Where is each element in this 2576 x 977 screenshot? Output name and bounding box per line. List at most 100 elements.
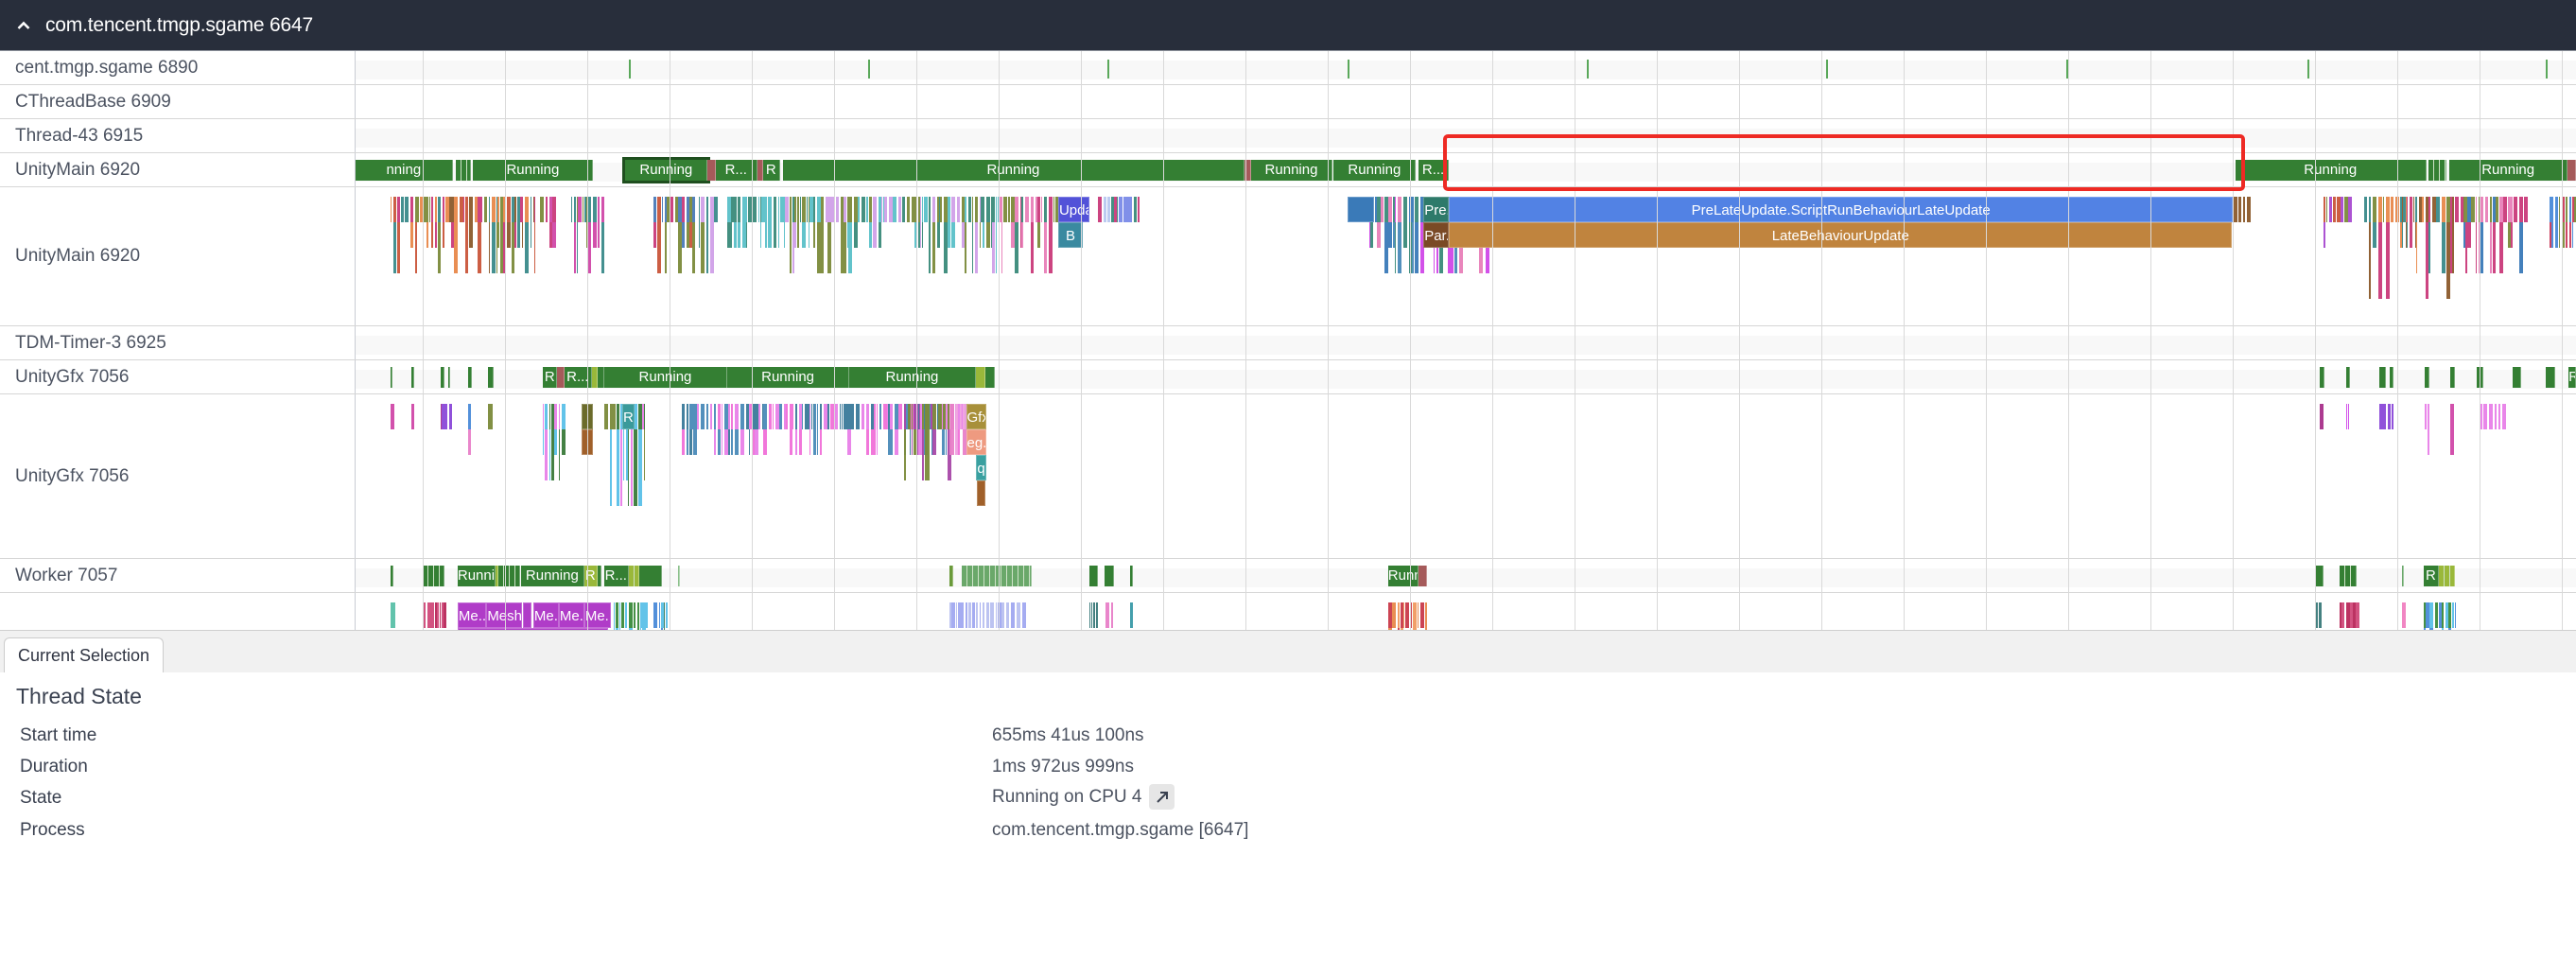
slice-sliver[interactable] [693,404,698,455]
slice-sliver[interactable] [491,197,496,273]
slice-sliver[interactable] [958,602,962,628]
slice-sliver[interactable] [448,404,452,429]
slice-sliver[interactable] [724,404,729,455]
thread-state-slice[interactable] [628,566,640,586]
slice-sliver[interactable] [1411,197,1414,273]
slice-sliver[interactable] [2562,197,2566,248]
thread-state-tick[interactable] [1107,60,1110,79]
slice-sliver[interactable] [2455,197,2460,222]
trace-slice[interactable]: Me... [558,602,584,628]
slice-sliver[interactable] [2484,197,2488,222]
slice-sliver[interactable] [687,404,689,455]
thread-state-slice[interactable]: Running [520,566,584,586]
slice-sliver[interactable] [922,404,925,480]
slice-sliver[interactable] [890,404,894,455]
slice-sliver[interactable] [939,197,941,248]
slice-sliver[interactable] [1093,602,1095,628]
slice-sliver[interactable] [551,197,556,248]
slice-sliver[interactable] [643,404,645,480]
slice-sliver[interactable] [442,602,444,628]
slice-sliver[interactable] [841,197,844,273]
thread-state-slice[interactable] [1244,160,1252,181]
slice-sliver[interactable] [888,404,891,455]
slice-sliver[interactable] [619,602,621,630]
slice-sliver[interactable] [821,197,825,273]
slice-sliver[interactable] [586,197,591,273]
slice-sliver[interactable] [2429,602,2434,630]
slice-sliver[interactable] [603,404,608,429]
slice-sliver[interactable] [951,602,953,628]
slice-sliver[interactable] [698,197,700,248]
slice-sliver[interactable] [2340,602,2342,628]
slice-sliver[interactable] [2572,197,2574,248]
slice-sliver[interactable] [597,197,600,248]
slice-sliver[interactable] [920,197,922,248]
slice-sliver[interactable] [1127,197,1132,222]
slice-sliver[interactable] [1092,602,1094,628]
slice-sliver[interactable] [474,197,478,222]
slice-sliver[interactable] [914,404,917,455]
slice-sliver[interactable] [792,404,794,429]
slice-sliver[interactable] [2478,197,2480,273]
slice-sliver[interactable] [2240,197,2242,222]
slice-sliver[interactable] [990,602,995,628]
thread-state-slice[interactable] [962,566,1033,586]
slice-sliver[interactable] [983,602,985,628]
slice-sliver[interactable] [440,602,442,628]
slice-sliver[interactable] [656,197,661,273]
thread-state-slice[interactable] [2402,566,2405,586]
slice-sliver[interactable] [641,404,644,429]
slice-sliver[interactable] [912,197,915,222]
slice-sliver[interactable] [811,404,813,429]
slice-sliver[interactable] [681,197,685,248]
slice-sliver[interactable] [700,197,705,273]
slice-sliver[interactable] [826,197,828,222]
trace-slice[interactable]: q [975,455,987,480]
slice-sliver[interactable] [799,404,803,455]
slice-sliver[interactable] [765,197,768,248]
slice-sliver[interactable] [661,197,663,222]
slice-sliver[interactable] [961,404,964,429]
slice-sliver[interactable] [1397,602,1400,630]
slice-sliver[interactable] [496,197,497,273]
slice-sliver[interactable] [752,404,756,455]
slice-sliver[interactable] [779,404,783,429]
slice-sliver[interactable] [983,197,985,248]
slice-sliver[interactable] [2555,197,2559,248]
slice-sliver[interactable] [666,197,670,222]
slice-sliver[interactable] [898,404,903,429]
slice-sliver[interactable] [627,404,629,506]
slice-sliver[interactable] [1414,197,1419,273]
slice-sliver[interactable] [539,197,544,222]
slice-sliver[interactable] [1387,197,1392,248]
slice-sliver[interactable] [883,404,888,429]
slice-sliver[interactable] [2507,197,2511,248]
trace-slice[interactable]: Me... [457,602,487,628]
slice-sliver[interactable] [2353,602,2357,628]
thread-state-slice[interactable]: Running [1333,160,1417,181]
slice-sliver[interactable] [392,197,396,273]
thread-state-slice[interactable] [448,367,451,388]
slice-sliver[interactable] [932,404,937,455]
thread-state-slice[interactable]: Running [2235,160,2427,181]
slice-sliver[interactable] [1412,602,1417,630]
slice-sliver[interactable] [817,197,822,273]
slice-sliver[interactable] [968,197,972,222]
slice-sliver[interactable] [434,197,437,248]
slice-sliver[interactable] [831,197,835,222]
slice-sliver[interactable] [895,404,899,455]
slice-sliver[interactable] [820,404,823,455]
trace-slice[interactable]: R [621,404,635,429]
thread-state-tick[interactable] [1826,60,1829,79]
slice-sliver[interactable] [2442,197,2446,273]
slice-sliver[interactable] [943,404,947,429]
slice-sliver[interactable] [570,197,572,222]
slice-sliver[interactable] [689,404,693,455]
slice-sliver[interactable] [862,197,866,222]
slice-sliver[interactable] [621,602,625,628]
slice-sliver[interactable] [2392,404,2394,429]
trace-slice[interactable] [1348,197,1374,222]
slice-sliver[interactable] [975,197,979,273]
trace-slice[interactable]: Par... [1423,222,1450,248]
